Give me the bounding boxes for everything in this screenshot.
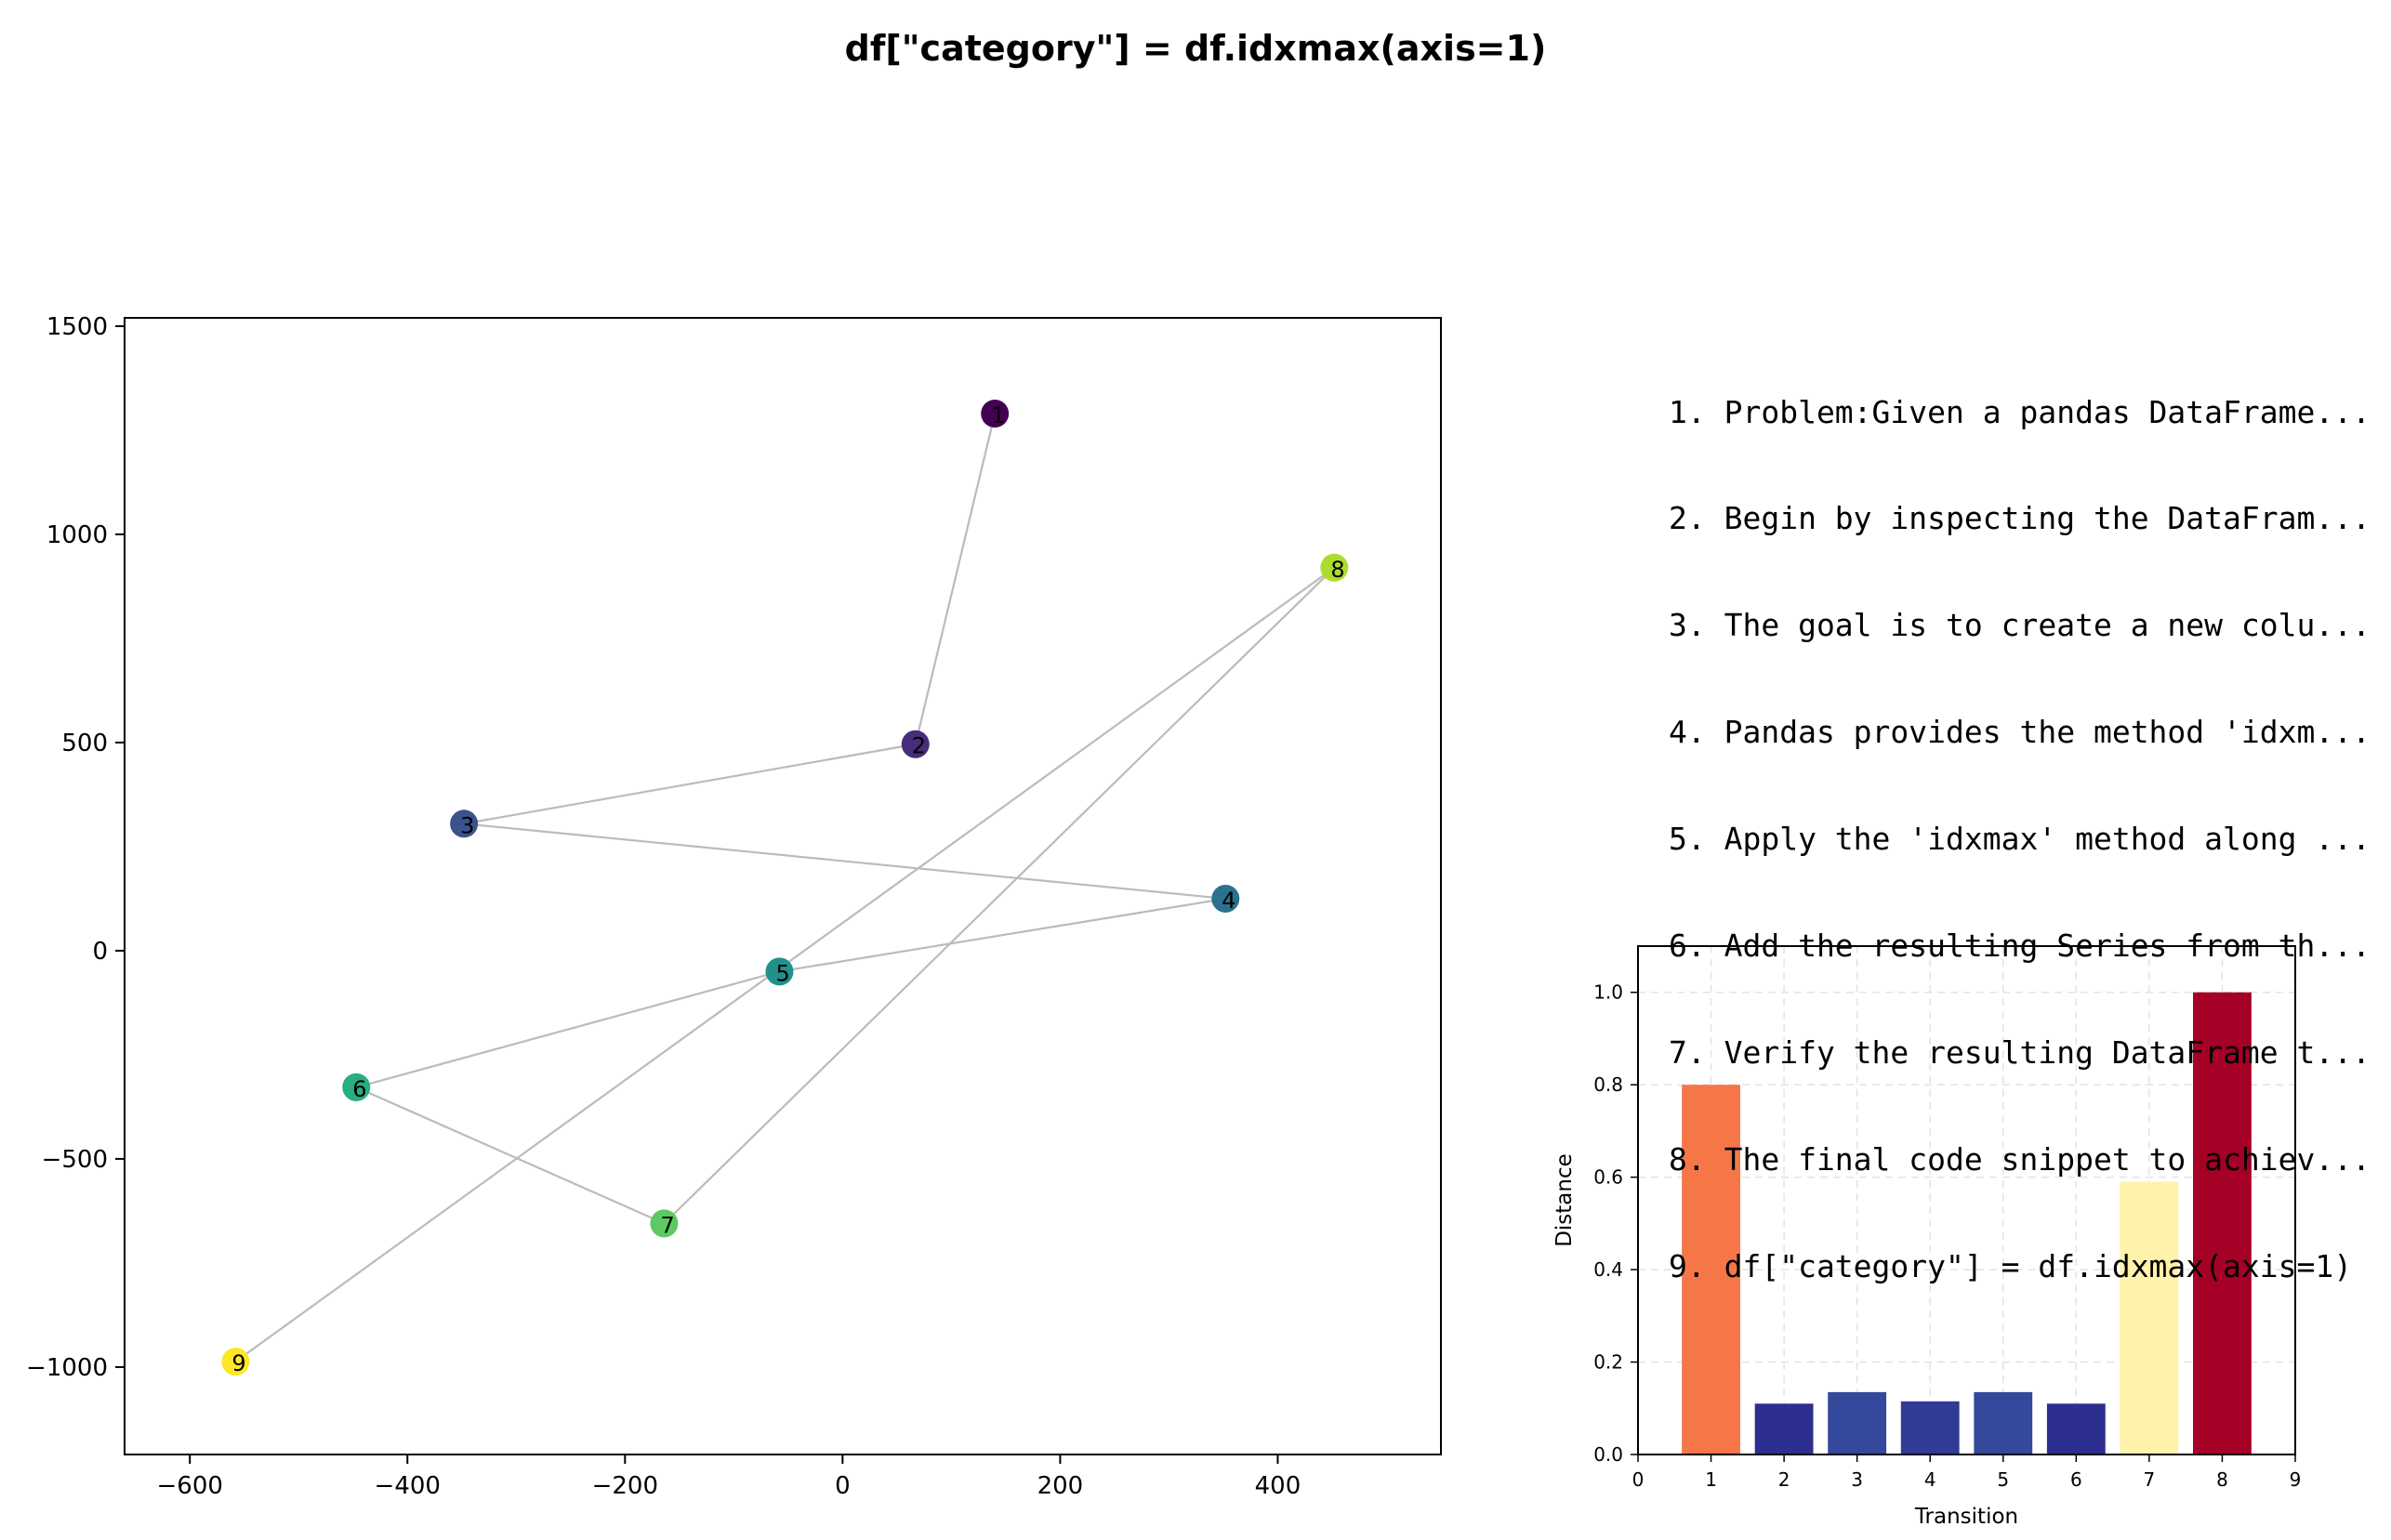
- x-tick-label: 6: [2070, 1468, 2082, 1491]
- x-tick-label: 8: [2216, 1468, 2228, 1491]
- trajectory-line: [355, 1086, 665, 1225]
- y-tick-label: 0.2: [1593, 1351, 1623, 1374]
- data-point: [1211, 884, 1240, 913]
- bar: [1682, 1085, 1740, 1454]
- point-label: 8: [1330, 557, 1344, 583]
- point-label: 7: [660, 1212, 674, 1238]
- point-label: 4: [1222, 888, 1235, 914]
- data-point: [1320, 553, 1349, 582]
- point-label: 2: [912, 733, 926, 759]
- y-tick-label: 0.8: [1593, 1073, 1623, 1096]
- y-tick-label: −1000: [26, 1354, 108, 1382]
- step-item: 1. Problem:Given a pandas DataFrame...: [1669, 393, 2371, 430]
- data-point: [901, 730, 930, 758]
- x-tick-label: 200: [1037, 1472, 1084, 1500]
- trajectory-line: [663, 567, 1336, 1225]
- trajectory-line: [779, 897, 1226, 973]
- step-item: 8. The final code snippet to achiev...: [1669, 1140, 2371, 1178]
- point-label: 9: [231, 1350, 245, 1376]
- x-tick-label: 9: [2290, 1468, 2302, 1491]
- x-tick-label: 400: [1255, 1472, 1301, 1500]
- y-tick-label: 0.0: [1593, 1443, 1623, 1466]
- bar: [2046, 1403, 2106, 1454]
- x-tick-label: 5: [1997, 1468, 2009, 1491]
- y-tick-label: 0: [92, 938, 108, 966]
- bar-frame: [1637, 945, 2296, 1455]
- x-tick-label: 4: [1924, 1468, 1936, 1491]
- step-item: 7. Verify the resulting DataFrame t...: [1669, 1033, 2371, 1071]
- y-tick-label: 1.0: [1593, 981, 1623, 1004]
- step-item: 4. Pandas provides the method 'idxm...: [1669, 714, 2371, 751]
- point-label: 1: [991, 402, 1005, 428]
- x-tick-label: −400: [375, 1472, 441, 1500]
- trajectory-line: [914, 413, 997, 744]
- bar: [2120, 1181, 2179, 1454]
- data-point: [765, 957, 794, 986]
- step-item: 2. Begin by inspecting the DataFram...: [1669, 500, 2371, 537]
- data-point: [450, 809, 479, 838]
- step-item: 3. The goal is to create a new colu...: [1669, 607, 2371, 644]
- bar: [1900, 1401, 1960, 1454]
- y-axis-label: Distance: [1552, 1153, 1577, 1247]
- step-item: 6. Add the resulting Series from th...: [1669, 928, 2371, 965]
- x-tick-label: 0: [835, 1472, 851, 1500]
- x-tick-label: 2: [1778, 1468, 1790, 1491]
- data-point: [981, 400, 1010, 428]
- y-tick-label: 0.6: [1593, 1166, 1623, 1189]
- x-tick-label: 7: [2144, 1468, 2156, 1491]
- x-tick-label: −200: [592, 1472, 658, 1500]
- point-label: 6: [352, 1076, 366, 1102]
- x-axis-label: Transition: [1914, 1505, 2018, 1529]
- y-tick-label: 0.4: [1593, 1258, 1623, 1281]
- bar: [1754, 1403, 1814, 1454]
- bar: [1828, 1391, 1887, 1454]
- trajectory-line: [463, 743, 916, 825]
- x-tick-label: −600: [157, 1472, 223, 1500]
- data-point: [221, 1348, 250, 1376]
- data-point: [342, 1073, 371, 1101]
- y-tick-label: −500: [42, 1146, 108, 1174]
- x-tick-label: 3: [1851, 1468, 1863, 1491]
- scatter-frame: [124, 317, 1442, 1455]
- x-tick-label: 0: [1632, 1468, 1645, 1491]
- point-label: 5: [775, 960, 789, 986]
- figure-title: df["category"] = df.idxmax(axis=1): [844, 28, 1547, 69]
- trajectory-line: [464, 823, 1226, 901]
- bar: [2193, 992, 2252, 1454]
- trajectory-line: [355, 970, 780, 1088]
- point-label: 3: [460, 812, 474, 838]
- step-item: 9. df["category"] = df.idxmax(axis=1): [1669, 1247, 2353, 1284]
- steps-list: 1. Problem:Given a pandas DataFrame... 2…: [1669, 323, 2371, 1320]
- y-tick-label: 1500: [46, 313, 108, 341]
- y-tick-label: 1000: [46, 521, 108, 549]
- y-tick-label: 500: [61, 730, 108, 757]
- bar: [1974, 1391, 2033, 1454]
- data-point: [650, 1209, 679, 1238]
- x-tick-label: 1: [1705, 1468, 1717, 1491]
- step-item: 5. Apply the 'idxmax' method along ...: [1669, 821, 2371, 858]
